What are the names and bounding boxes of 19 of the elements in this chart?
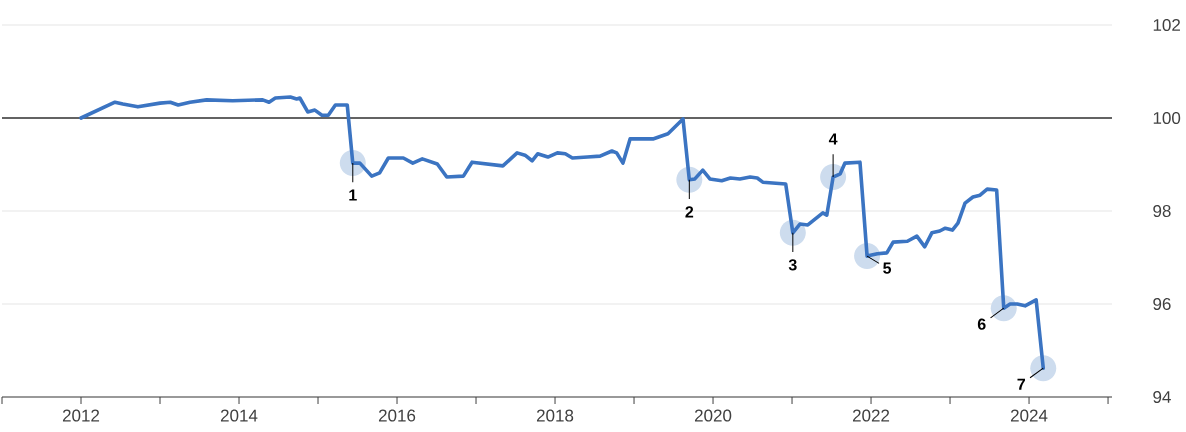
x-tick-label: 2016 xyxy=(378,409,416,422)
y-tick-label: 96 xyxy=(1153,297,1171,311)
annotation: 5 xyxy=(883,262,892,274)
annotation: 4 xyxy=(828,133,838,145)
y-tick-label: 102 xyxy=(1153,18,1180,32)
x-tick-label: 2022 xyxy=(852,409,890,422)
annotation: 7 xyxy=(1017,378,1025,390)
annotation: 3 xyxy=(788,259,797,271)
y-tick-label: 98 xyxy=(1153,204,1171,218)
x-tick-label: 2018 xyxy=(536,409,574,422)
y-tick-label: 94 xyxy=(1153,390,1171,404)
x-tick-label: 2020 xyxy=(694,409,732,422)
annotation: 6 xyxy=(977,318,986,330)
annotation: 2 xyxy=(685,206,694,218)
y-tick-label: 100 xyxy=(1153,111,1181,125)
x-tick-label: 2012 xyxy=(62,409,100,422)
annotation: 1 xyxy=(349,189,357,201)
x-tick-label: 2024 xyxy=(1010,409,1048,422)
x-tick-label: 2014 xyxy=(220,409,258,422)
